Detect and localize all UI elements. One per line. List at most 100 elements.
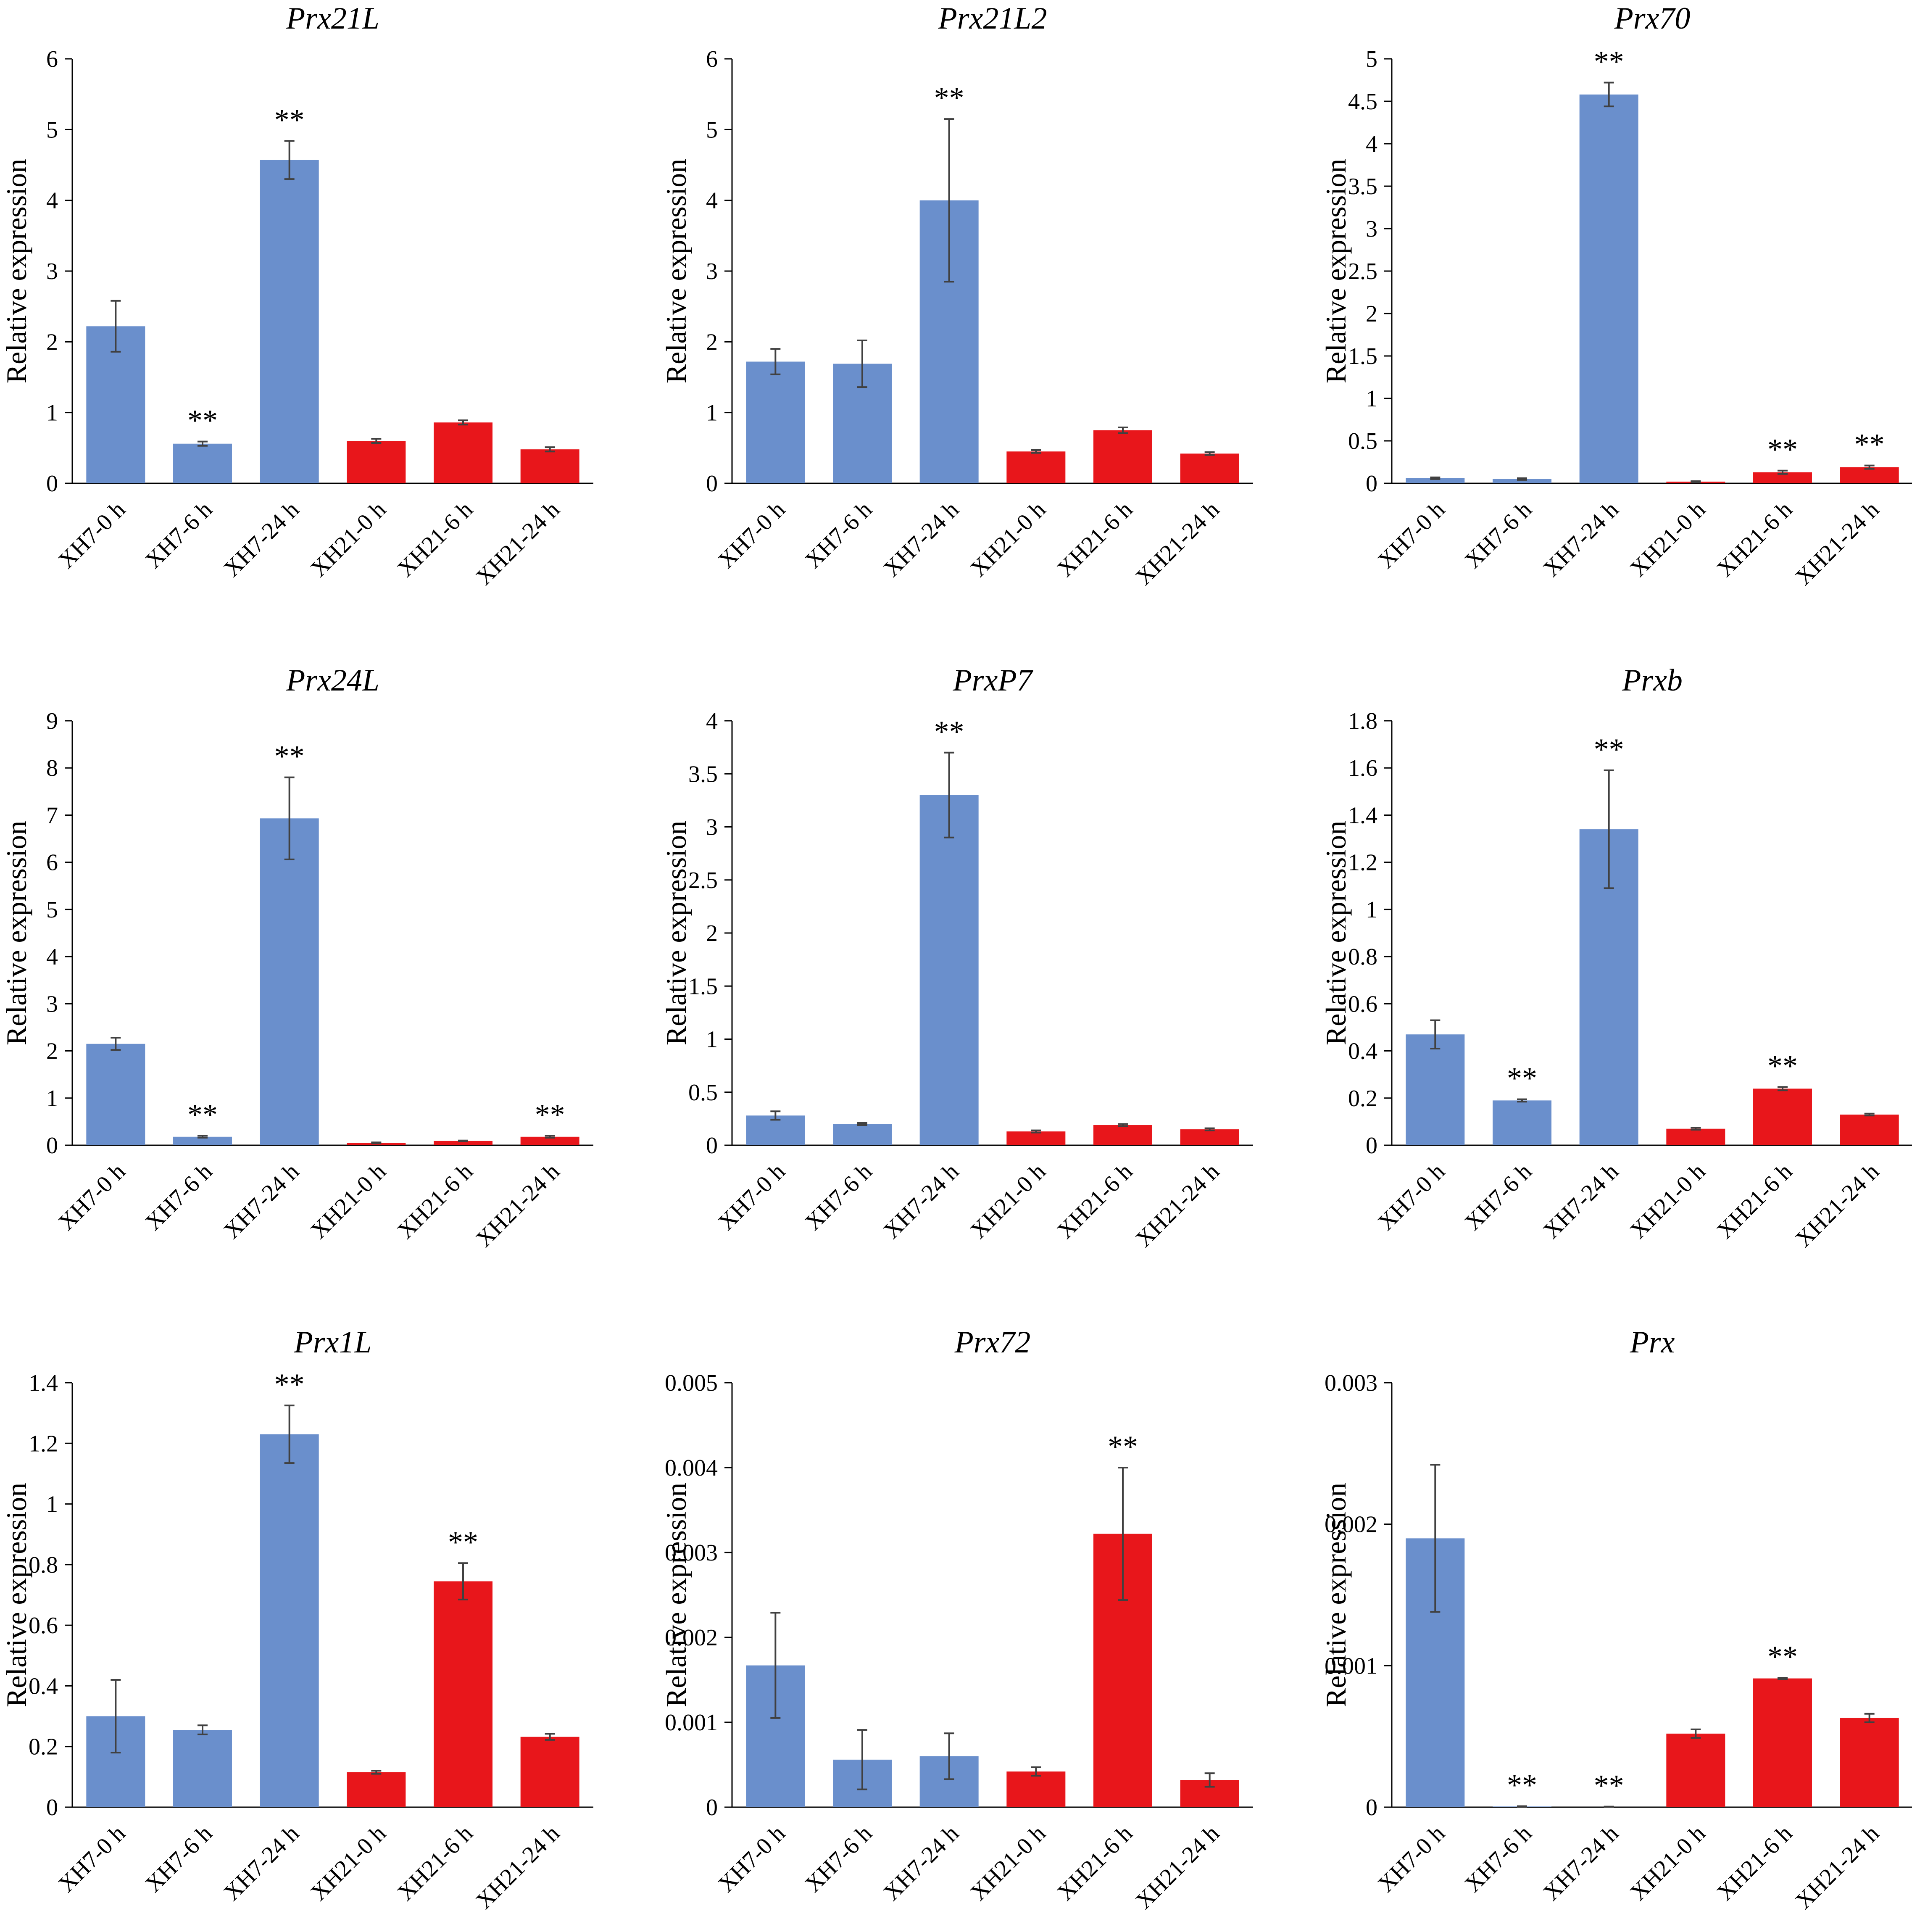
chart-2-y-tick-label: 3 — [1366, 216, 1377, 242]
chart-8-category-label: XH21-24 h — [1791, 1820, 1884, 1914]
chart-3-y-tick-label: 5 — [46, 897, 58, 923]
chart-5-y-tick-label: 1.8 — [1348, 708, 1377, 734]
chart-1-error-bar — [944, 118, 954, 283]
chart-6-y-tick-label: 1 — [46, 1492, 58, 1518]
chart-3-category-label: XH7-6 h — [140, 1158, 218, 1236]
chart-1-category-label: XH21-6 h — [1052, 496, 1138, 582]
chart-7-category-label: XH21-0 h — [965, 1820, 1051, 1906]
chart-2-error-bar — [1864, 464, 1875, 470]
chart-4-y-tick-label: 2.5 — [688, 867, 718, 894]
chart-8-category-label: XH7-24 h — [1538, 1820, 1624, 1906]
chart-5-y-tick-label: 1.4 — [1348, 802, 1377, 828]
chart-0-y-tick-label: 5 — [46, 117, 58, 143]
chart-1-error-bar — [770, 348, 781, 375]
chart-3-error-bar — [371, 1141, 382, 1144]
chart-3-bar — [173, 1136, 232, 1145]
chart-1-category-label: XH21-0 h — [965, 496, 1051, 582]
chart-1-y-tick-label: 4 — [706, 188, 718, 214]
chart-0-panel: Prx21L Relative expression 0 1 2 3 4 5 6 XH7-0 h *… — [0, 1, 593, 590]
chart-1-category-label: XH7-0 h — [713, 496, 790, 574]
chart-5-y-axis-title: Relative expression — [1320, 821, 1352, 1045]
chart-6-significance-marker: ** — [274, 1368, 305, 1401]
chart-1-bar — [1093, 430, 1152, 483]
chart-2-error-bar — [1778, 469, 1788, 475]
chart-2-y-tick-label: 0 — [1366, 471, 1377, 497]
chart-4-error-bar — [1118, 1123, 1128, 1127]
chart-0-y-axis-title: Relative expression — [0, 159, 32, 383]
chart-7-title: Prx72 — [954, 1325, 1031, 1360]
chart-7-panel: Prx72 Relative expression 0 0.001 0.002 0.003… — [660, 1325, 1253, 1914]
chart-4-y-tick-label: 1 — [706, 1027, 718, 1053]
chart-2-bar — [1579, 94, 1638, 484]
chart-8-bar — [1666, 1733, 1725, 1807]
chart-1-y-tick-label: 1 — [706, 400, 718, 426]
chart-8-category-label: XH21-0 h — [1625, 1820, 1710, 1906]
chart-6-panel: Prx1L Relative expression 0 0.2 0.4 0.6 0.8 1 1.… — [0, 1325, 593, 1914]
chart-8-y-tick-label: 0.003 — [1325, 1370, 1377, 1396]
chart-6-bar — [260, 1434, 319, 1807]
chart-6-error-bar — [198, 1724, 208, 1735]
chart-5-category-label: XH21-24 h — [1791, 1158, 1884, 1252]
chart-2-category-label: XH21-0 h — [1625, 496, 1710, 582]
chart-4-bar — [1093, 1125, 1152, 1145]
chart-5-category-label: XH21-0 h — [1625, 1158, 1710, 1244]
chart-8-y-tick-label: 0.002 — [1325, 1512, 1377, 1538]
chart-1-y-tick-label: 6 — [706, 46, 718, 72]
chart-0-category-label: XH7-6 h — [140, 496, 218, 574]
chart-8-error-bar — [1864, 1713, 1875, 1723]
chart-1-panel: Prx21L2 Relative expression 0 1 2 3 4 5 6 XH7-0 h… — [660, 1, 1253, 590]
chart-6-error-bar — [458, 1562, 468, 1600]
chart-6-y-tick-label: 0 — [46, 1795, 58, 1821]
chart-7-y-tick-label: 0 — [706, 1795, 718, 1821]
chart-2-y-tick-label: 4 — [1366, 131, 1377, 157]
chart-3-y-tick-label: 4 — [46, 944, 58, 970]
chart-2-bar — [1493, 479, 1551, 483]
chart-6-category-label: XH7-0 h — [53, 1820, 131, 1898]
chart-6-y-tick-label: 0.2 — [29, 1734, 58, 1760]
chart-3-error-bar — [545, 1135, 555, 1139]
chart-5-bar — [1666, 1128, 1725, 1145]
chart-1-category-label: XH7-6 h — [800, 496, 877, 574]
chart-7-y-tick-label: 0.002 — [665, 1625, 718, 1651]
chart-1-y-tick-label: 0 — [706, 471, 718, 497]
chart-2-y-tick-label: 2.5 — [1348, 258, 1377, 285]
chart-0-error-bar — [284, 140, 295, 180]
chart-1-significance-marker: ** — [934, 81, 964, 115]
chart-1-y-tick-label: 5 — [706, 117, 718, 143]
chart-4-bar — [1006, 1131, 1066, 1145]
chart-7-error-bar — [1118, 1467, 1128, 1601]
chart-7-category-label: XH21-6 h — [1052, 1820, 1138, 1906]
chart-2-significance-marker: ** — [1594, 45, 1624, 79]
chart-3-error-bar — [198, 1135, 208, 1139]
chart-6-error-bar — [284, 1405, 295, 1464]
chart-2-significance-marker: ** — [1854, 428, 1885, 461]
chart-6-category-label: XH21-24 h — [471, 1820, 565, 1914]
chart-6-y-tick-label: 1.2 — [29, 1431, 58, 1457]
chart-2-error-bar — [1430, 476, 1441, 480]
chart-0-category-label: XH7-24 h — [219, 496, 304, 582]
chart-0-error-bar — [545, 446, 555, 453]
chart-3-significance-marker: ** — [187, 1098, 218, 1132]
chart-3-title: Prx24L — [286, 663, 379, 698]
chart-1-error-bar — [857, 339, 867, 388]
chart-2-error-bar — [1691, 480, 1701, 483]
chart-1-error-bar — [1204, 451, 1215, 456]
chart-0-error-bar — [371, 438, 382, 444]
chart-2-panel: Prx70 Relative expression 0 0.5 1 1.5 2 2.5 3 3.5… — [1320, 1, 1912, 590]
chart-1-category-label: XH7-24 h — [879, 496, 964, 582]
chart-1-category-label: XH21-24 h — [1131, 496, 1225, 590]
chart-0-bar — [434, 422, 492, 483]
chart-5-significance-marker: ** — [1594, 733, 1624, 766]
chart-6-significance-marker: ** — [448, 1525, 478, 1559]
chart-8-error-bar — [1430, 1464, 1441, 1613]
chart-7-error-bar — [1204, 1772, 1215, 1788]
chart-2-bar — [1406, 478, 1465, 483]
chart-2-category-label: XH21-6 h — [1712, 496, 1797, 582]
chart-5-error-bar — [1864, 1112, 1875, 1117]
chart-2-y-tick-label: 3.5 — [1348, 174, 1377, 200]
chart-3-category-label: XH7-24 h — [219, 1158, 304, 1244]
chart-0-bar — [173, 443, 232, 483]
chart-3-bar — [434, 1141, 492, 1145]
chart-5-category-label: XH7-6 h — [1460, 1158, 1537, 1236]
chart-4-y-tick-label: 1.5 — [688, 973, 718, 999]
